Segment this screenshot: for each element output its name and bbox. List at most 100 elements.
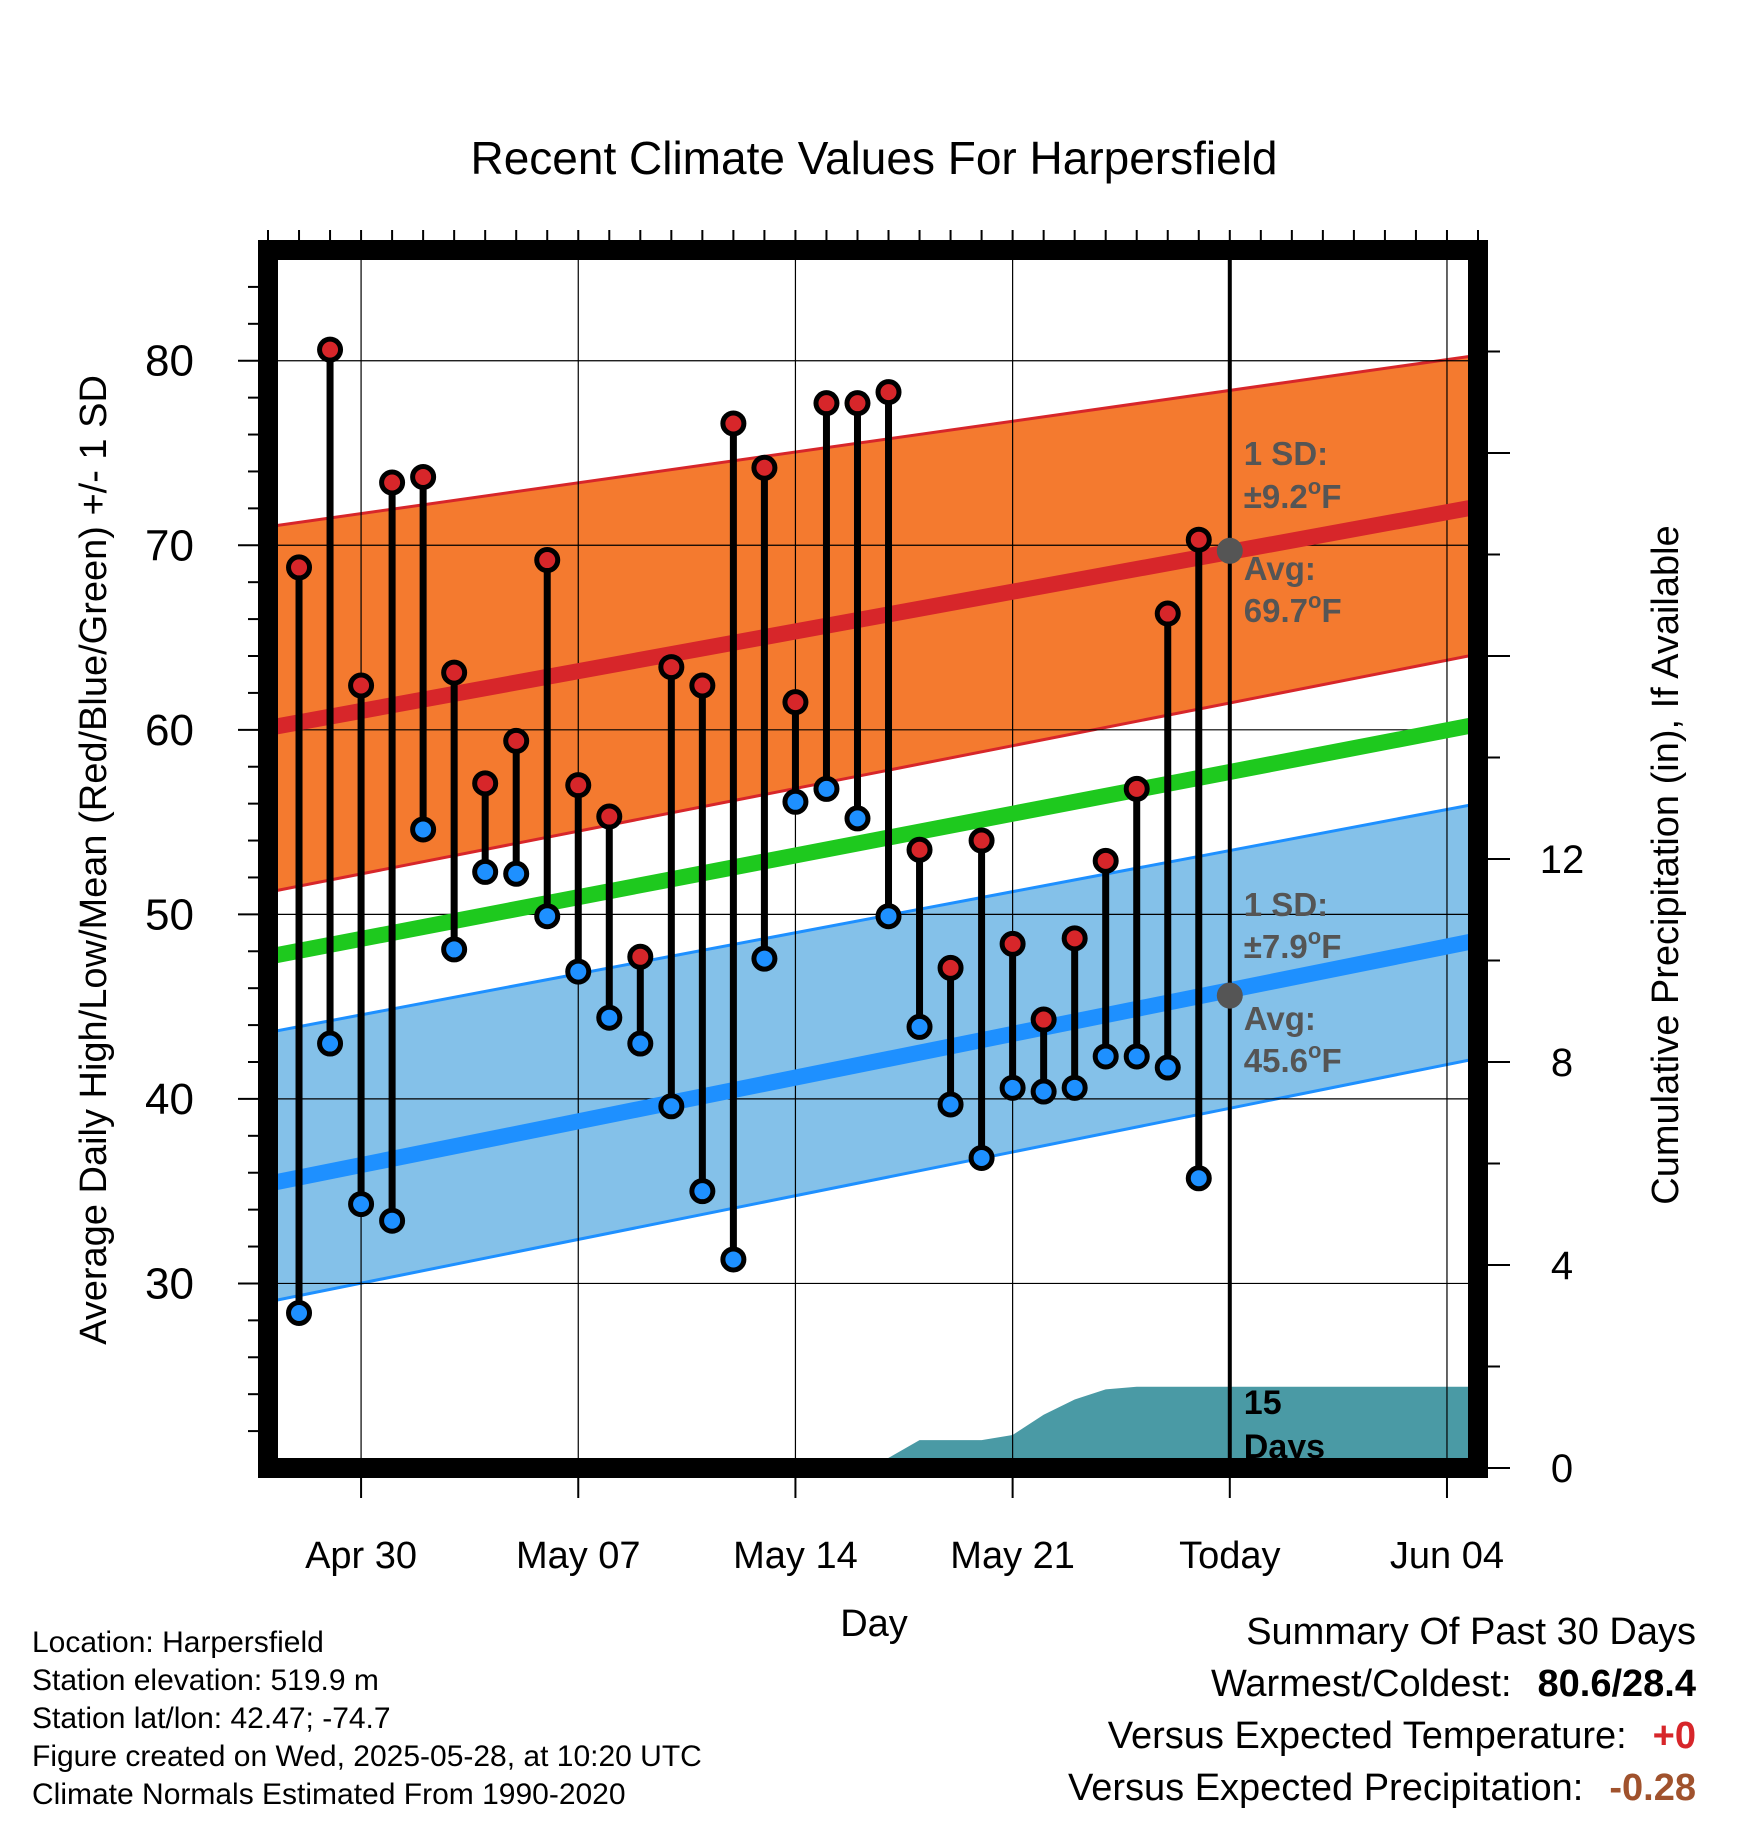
obs-high-point — [503, 727, 530, 754]
created-text: Figure created on Wed, 2025-05-28, at 10… — [32, 1740, 702, 1773]
high-sd-band-lower-edge — [268, 652, 1478, 894]
location-text: Location: Harpersfield — [32, 1626, 324, 1659]
obs-high-point — [968, 827, 995, 854]
obs-low-point — [968, 1144, 995, 1171]
obs-low-point — [999, 1074, 1026, 1101]
obs-low-point — [627, 1030, 654, 1057]
obs-high-point — [565, 772, 592, 799]
y-axis-label: Average Daily High/Low/Mean (Red/Blue/Gr… — [73, 375, 115, 1345]
x-tick-label: Apr 30 — [305, 1535, 417, 1577]
normals-text: Climate Normals Estimated From 1990-2020 — [32, 1778, 626, 1811]
obs-low-point — [751, 945, 778, 972]
obs-low-point — [1123, 1043, 1150, 1070]
low-avg-value: 45.6oF — [1244, 1038, 1342, 1079]
obs-high-point — [627, 943, 654, 970]
obs-high-point — [658, 654, 685, 681]
obs-low-point — [813, 775, 840, 802]
station-info: Location: Harpersfield Station elevation… — [32, 1624, 702, 1814]
y-tick-label: 50 — [145, 890, 194, 939]
obs-high-point — [596, 803, 623, 830]
obs-low-point — [472, 858, 499, 885]
summary-panel: Summary Of Past 30 Days Warmest/Coldest:… — [1068, 1606, 1696, 1814]
low-sd-band — [268, 803, 1478, 1302]
obs-low-point — [534, 903, 561, 930]
obs-low-point — [658, 1093, 685, 1120]
latlon-text: Station lat/lon: 42.47; -74.7 — [32, 1702, 391, 1735]
obs-low-point — [317, 1030, 344, 1057]
y2-tick-label: 4 — [1551, 1244, 1573, 1288]
obs-low-point — [720, 1246, 747, 1273]
chart-title: Recent Climate Values For Harpersfield — [470, 132, 1277, 184]
obs-high-point — [999, 930, 1026, 957]
obs-low-point — [503, 860, 530, 887]
obs-high-point — [441, 659, 468, 686]
obs-low-point — [286, 1299, 313, 1326]
normal-mean-line — [268, 716, 1478, 965]
y2-tick-label: 8 — [1551, 1041, 1573, 1085]
x-tick-label: Today — [1179, 1535, 1280, 1577]
obs-high-point — [813, 390, 840, 417]
high-sd-band-upper-edge — [268, 353, 1478, 529]
obs-low-point — [875, 903, 902, 930]
temp-deviation-value: +0 — [1652, 1715, 1696, 1757]
obs-low-point — [1030, 1078, 1057, 1105]
precip-deviation-label: Versus Expected Precipitation: — [1067, 1767, 1584, 1809]
obs-high-point — [906, 836, 933, 863]
obs-low-point — [844, 805, 871, 832]
low-sd-value: ±7.9oF — [1244, 924, 1342, 965]
high-sd-value: ±9.2oF — [1244, 474, 1342, 515]
obs-high-point — [379, 469, 406, 496]
summary-warm-cold-row: Warmest/Coldest: 80.6/28.4 — [1068, 1658, 1696, 1710]
obs-high-point — [689, 672, 716, 699]
summary-precip-row: Versus Expected Precipitation: -0.28 — [1068, 1762, 1696, 1814]
obs-low-point — [1092, 1043, 1119, 1070]
elevation-text: Station elevation: 519.9 m — [32, 1664, 379, 1697]
obs-low-point — [565, 958, 592, 985]
obs-high-point — [751, 454, 778, 481]
obs-high-point — [782, 689, 809, 716]
obs-low-point — [689, 1178, 716, 1205]
obs-low-point — [348, 1191, 375, 1218]
y-tick-label: 40 — [145, 1075, 194, 1124]
obs-high-point — [1154, 600, 1181, 627]
y-tick-label: 70 — [145, 521, 194, 570]
plot-frame — [258, 240, 1488, 1478]
y2-axis-label: Cumulative Precipitation (in), If Availa… — [1645, 525, 1687, 1204]
obs-low-point — [596, 1004, 623, 1031]
high-avg-marker — [1216, 537, 1243, 564]
high-avg-value: 69.7oF — [1244, 588, 1342, 629]
obs-low-point — [1185, 1165, 1212, 1192]
normal-high-line — [268, 498, 1478, 736]
obs-high-point — [1123, 775, 1150, 802]
obs-high-point — [937, 954, 964, 981]
obs-low-point — [1061, 1074, 1088, 1101]
low-sd-band-upper-edge — [268, 802, 1478, 1034]
low-avg-label: Avg: — [1244, 1000, 1316, 1037]
obs-high-point — [1185, 526, 1212, 553]
low-avg-marker — [1216, 982, 1243, 1009]
obs-high-point — [286, 554, 313, 581]
x-tick-label: May 14 — [733, 1535, 858, 1577]
obs-high-point — [410, 463, 437, 490]
obs-low-point — [937, 1091, 964, 1118]
days-count-number: 15 — [1244, 1384, 1282, 1422]
y-tick-label: 60 — [145, 706, 194, 755]
obs-low-point — [379, 1207, 406, 1234]
warm-cold-value: 80.6/28.4 — [1537, 1663, 1696, 1705]
obs-high-point — [875, 379, 902, 406]
y2-tick-label: 12 — [1540, 838, 1585, 882]
y-tick-label: 30 — [145, 1259, 194, 1308]
obs-high-point — [317, 336, 344, 363]
obs-low-point — [906, 1013, 933, 1040]
high-sd-label: 1 SD: — [1244, 435, 1328, 472]
obs-high-point — [844, 390, 871, 417]
x-tick-label: Jun 04 — [1390, 1535, 1504, 1577]
obs-low-point — [1154, 1054, 1181, 1081]
x-tick-label: May 21 — [950, 1535, 1075, 1577]
y2-tick-label: 0 — [1551, 1447, 1573, 1491]
x-tick-label: May 07 — [516, 1535, 641, 1577]
obs-low-point — [410, 816, 437, 843]
obs-high-point — [720, 410, 747, 437]
